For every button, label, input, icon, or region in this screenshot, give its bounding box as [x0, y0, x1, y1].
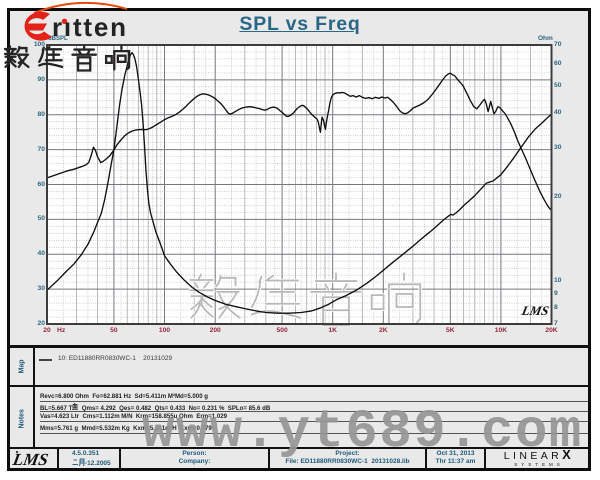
svg-text:LMS: LMS: [12, 450, 50, 469]
svg-text:LMS: LMS: [519, 303, 550, 318]
svg-text:rıtten: rıtten: [52, 12, 128, 42]
